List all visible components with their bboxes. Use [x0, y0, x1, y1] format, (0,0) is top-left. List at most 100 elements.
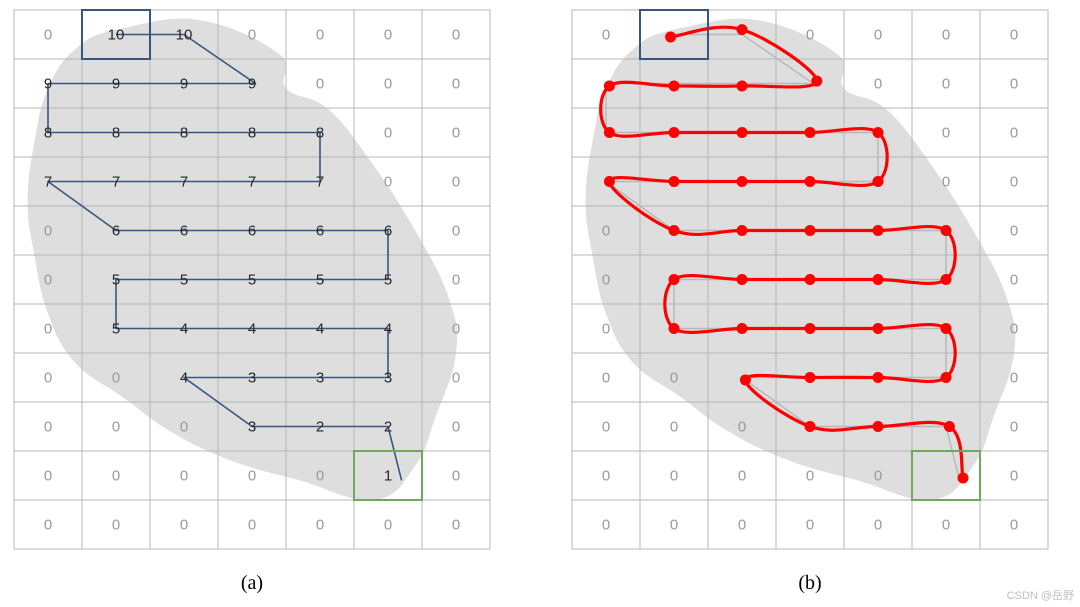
- cell-value-label: 3: [316, 369, 324, 386]
- cell-zero-label: 0: [1010, 516, 1018, 533]
- cell-zero-label: 0: [670, 418, 678, 435]
- cell-value-label: 6: [316, 222, 324, 239]
- red-waypoint-dot: [873, 225, 884, 236]
- cell-value-label: 4: [384, 320, 392, 337]
- cell-value-label: 4: [248, 320, 256, 337]
- cell-value-label: 7: [180, 173, 188, 190]
- cell-value-label: 0: [384, 124, 392, 141]
- cell-value-label: 0: [180, 418, 188, 435]
- cell-value-label: 5: [112, 320, 120, 337]
- red-waypoint-dot: [669, 176, 680, 187]
- cell-value-label: 0: [112, 467, 120, 484]
- red-waypoint-dot: [669, 225, 680, 236]
- cell-value-label: 0: [44, 320, 52, 337]
- cell-zero-label: 0: [602, 467, 610, 484]
- red-waypoint-dot: [737, 80, 748, 91]
- red-waypoint-dot: [665, 31, 676, 42]
- red-waypoint-dot: [805, 176, 816, 187]
- red-waypoint-dot: [737, 323, 748, 334]
- cell-zero-label: 0: [806, 516, 814, 533]
- cell-value-label: 8: [112, 124, 120, 141]
- cell-value-label: 0: [452, 222, 460, 239]
- cell-value-label: 8: [44, 124, 52, 141]
- cell-value-label: 10: [176, 26, 193, 43]
- red-waypoint-dot: [873, 127, 884, 138]
- cell-value-label: 5: [384, 271, 392, 288]
- cell-value-label: 4: [180, 369, 188, 386]
- cell-zero-label: 0: [942, 124, 950, 141]
- red-waypoint-dot: [669, 127, 680, 138]
- cell-zero-label: 0: [806, 467, 814, 484]
- cell-zero-label: 0: [738, 467, 746, 484]
- cell-value-label: 0: [44, 271, 52, 288]
- cell-value-label: 0: [452, 418, 460, 435]
- cell-value-label: 7: [316, 173, 324, 190]
- red-waypoint-dot: [737, 127, 748, 138]
- cell-zero-label: 0: [874, 467, 882, 484]
- cell-value-label: 0: [452, 271, 460, 288]
- cell-zero-label: 0: [1010, 271, 1018, 288]
- cell-value-label: 0: [316, 467, 324, 484]
- cell-value-label: 3: [248, 369, 256, 386]
- cell-value-label: 8: [316, 124, 324, 141]
- cell-zero-label: 0: [1010, 173, 1018, 190]
- red-waypoint-dot: [805, 127, 816, 138]
- cell-zero-label: 0: [1010, 467, 1018, 484]
- cell-zero-label: 0: [942, 75, 950, 92]
- cell-value-label: 5: [248, 271, 256, 288]
- cell-value-label: 0: [316, 75, 324, 92]
- red-waypoint-dot: [604, 80, 615, 91]
- cell-zero-label: 0: [602, 271, 610, 288]
- caption-b: (b): [790, 572, 830, 595]
- cell-value-label: 0: [180, 467, 188, 484]
- cell-value-label: 5: [180, 271, 188, 288]
- cell-value-label: 0: [44, 467, 52, 484]
- cell-value-label: 6: [112, 222, 120, 239]
- cell-zero-label: 0: [738, 516, 746, 533]
- cell-zero-label: 0: [942, 516, 950, 533]
- cell-value-label: 9: [112, 75, 120, 92]
- cell-value-label: 0: [112, 418, 120, 435]
- red-waypoint-dot: [740, 374, 751, 385]
- cell-zero-label: 0: [1010, 320, 1018, 337]
- cell-zero-label: 0: [1010, 418, 1018, 435]
- cell-zero-label: 0: [602, 26, 610, 43]
- cell-value-label: 0: [452, 173, 460, 190]
- watermark: CSDN @岳野: [1007, 587, 1074, 603]
- cell-zero-label: 0: [1010, 222, 1018, 239]
- panel-a: 0101000009999000888880077777000666660055…: [14, 10, 490, 549]
- cell-value-label: 1: [384, 467, 392, 484]
- cell-zero-label: 0: [1010, 124, 1018, 141]
- cell-value-label: 0: [452, 320, 460, 337]
- red-waypoint-dot: [805, 274, 816, 285]
- red-waypoint-dot: [805, 323, 816, 334]
- cell-zero-label: 0: [874, 75, 882, 92]
- cell-value-label: 3: [384, 369, 392, 386]
- cell-value-label: 2: [316, 418, 324, 435]
- cell-value-label: 0: [452, 26, 460, 43]
- red-waypoint-dot: [941, 323, 952, 334]
- cell-zero-label: 0: [670, 516, 678, 533]
- red-waypoint-dot: [604, 127, 615, 138]
- cell-value-label: 0: [44, 26, 52, 43]
- red-waypoint-dot: [873, 176, 884, 187]
- cell-value-label: 6: [180, 222, 188, 239]
- cell-value-label: 6: [248, 222, 256, 239]
- cell-value-label: 5: [112, 271, 120, 288]
- cell-value-label: 0: [180, 516, 188, 533]
- cell-value-label: 8: [180, 124, 188, 141]
- cell-value-label: 0: [384, 26, 392, 43]
- red-waypoint-dot: [941, 225, 952, 236]
- red-waypoint-dot: [811, 76, 822, 87]
- cell-value-label: 0: [112, 516, 120, 533]
- cell-value-label: 10: [108, 26, 125, 43]
- coverage-blob: [28, 19, 458, 501]
- cell-value-label: 0: [112, 369, 120, 386]
- cell-zero-label: 0: [874, 26, 882, 43]
- caption-a: (a): [232, 572, 272, 595]
- red-waypoint-dot: [737, 176, 748, 187]
- cell-value-label: 4: [180, 320, 188, 337]
- cell-value-label: 0: [44, 516, 52, 533]
- red-waypoint-dot: [805, 421, 816, 432]
- cell-value-label: 0: [384, 173, 392, 190]
